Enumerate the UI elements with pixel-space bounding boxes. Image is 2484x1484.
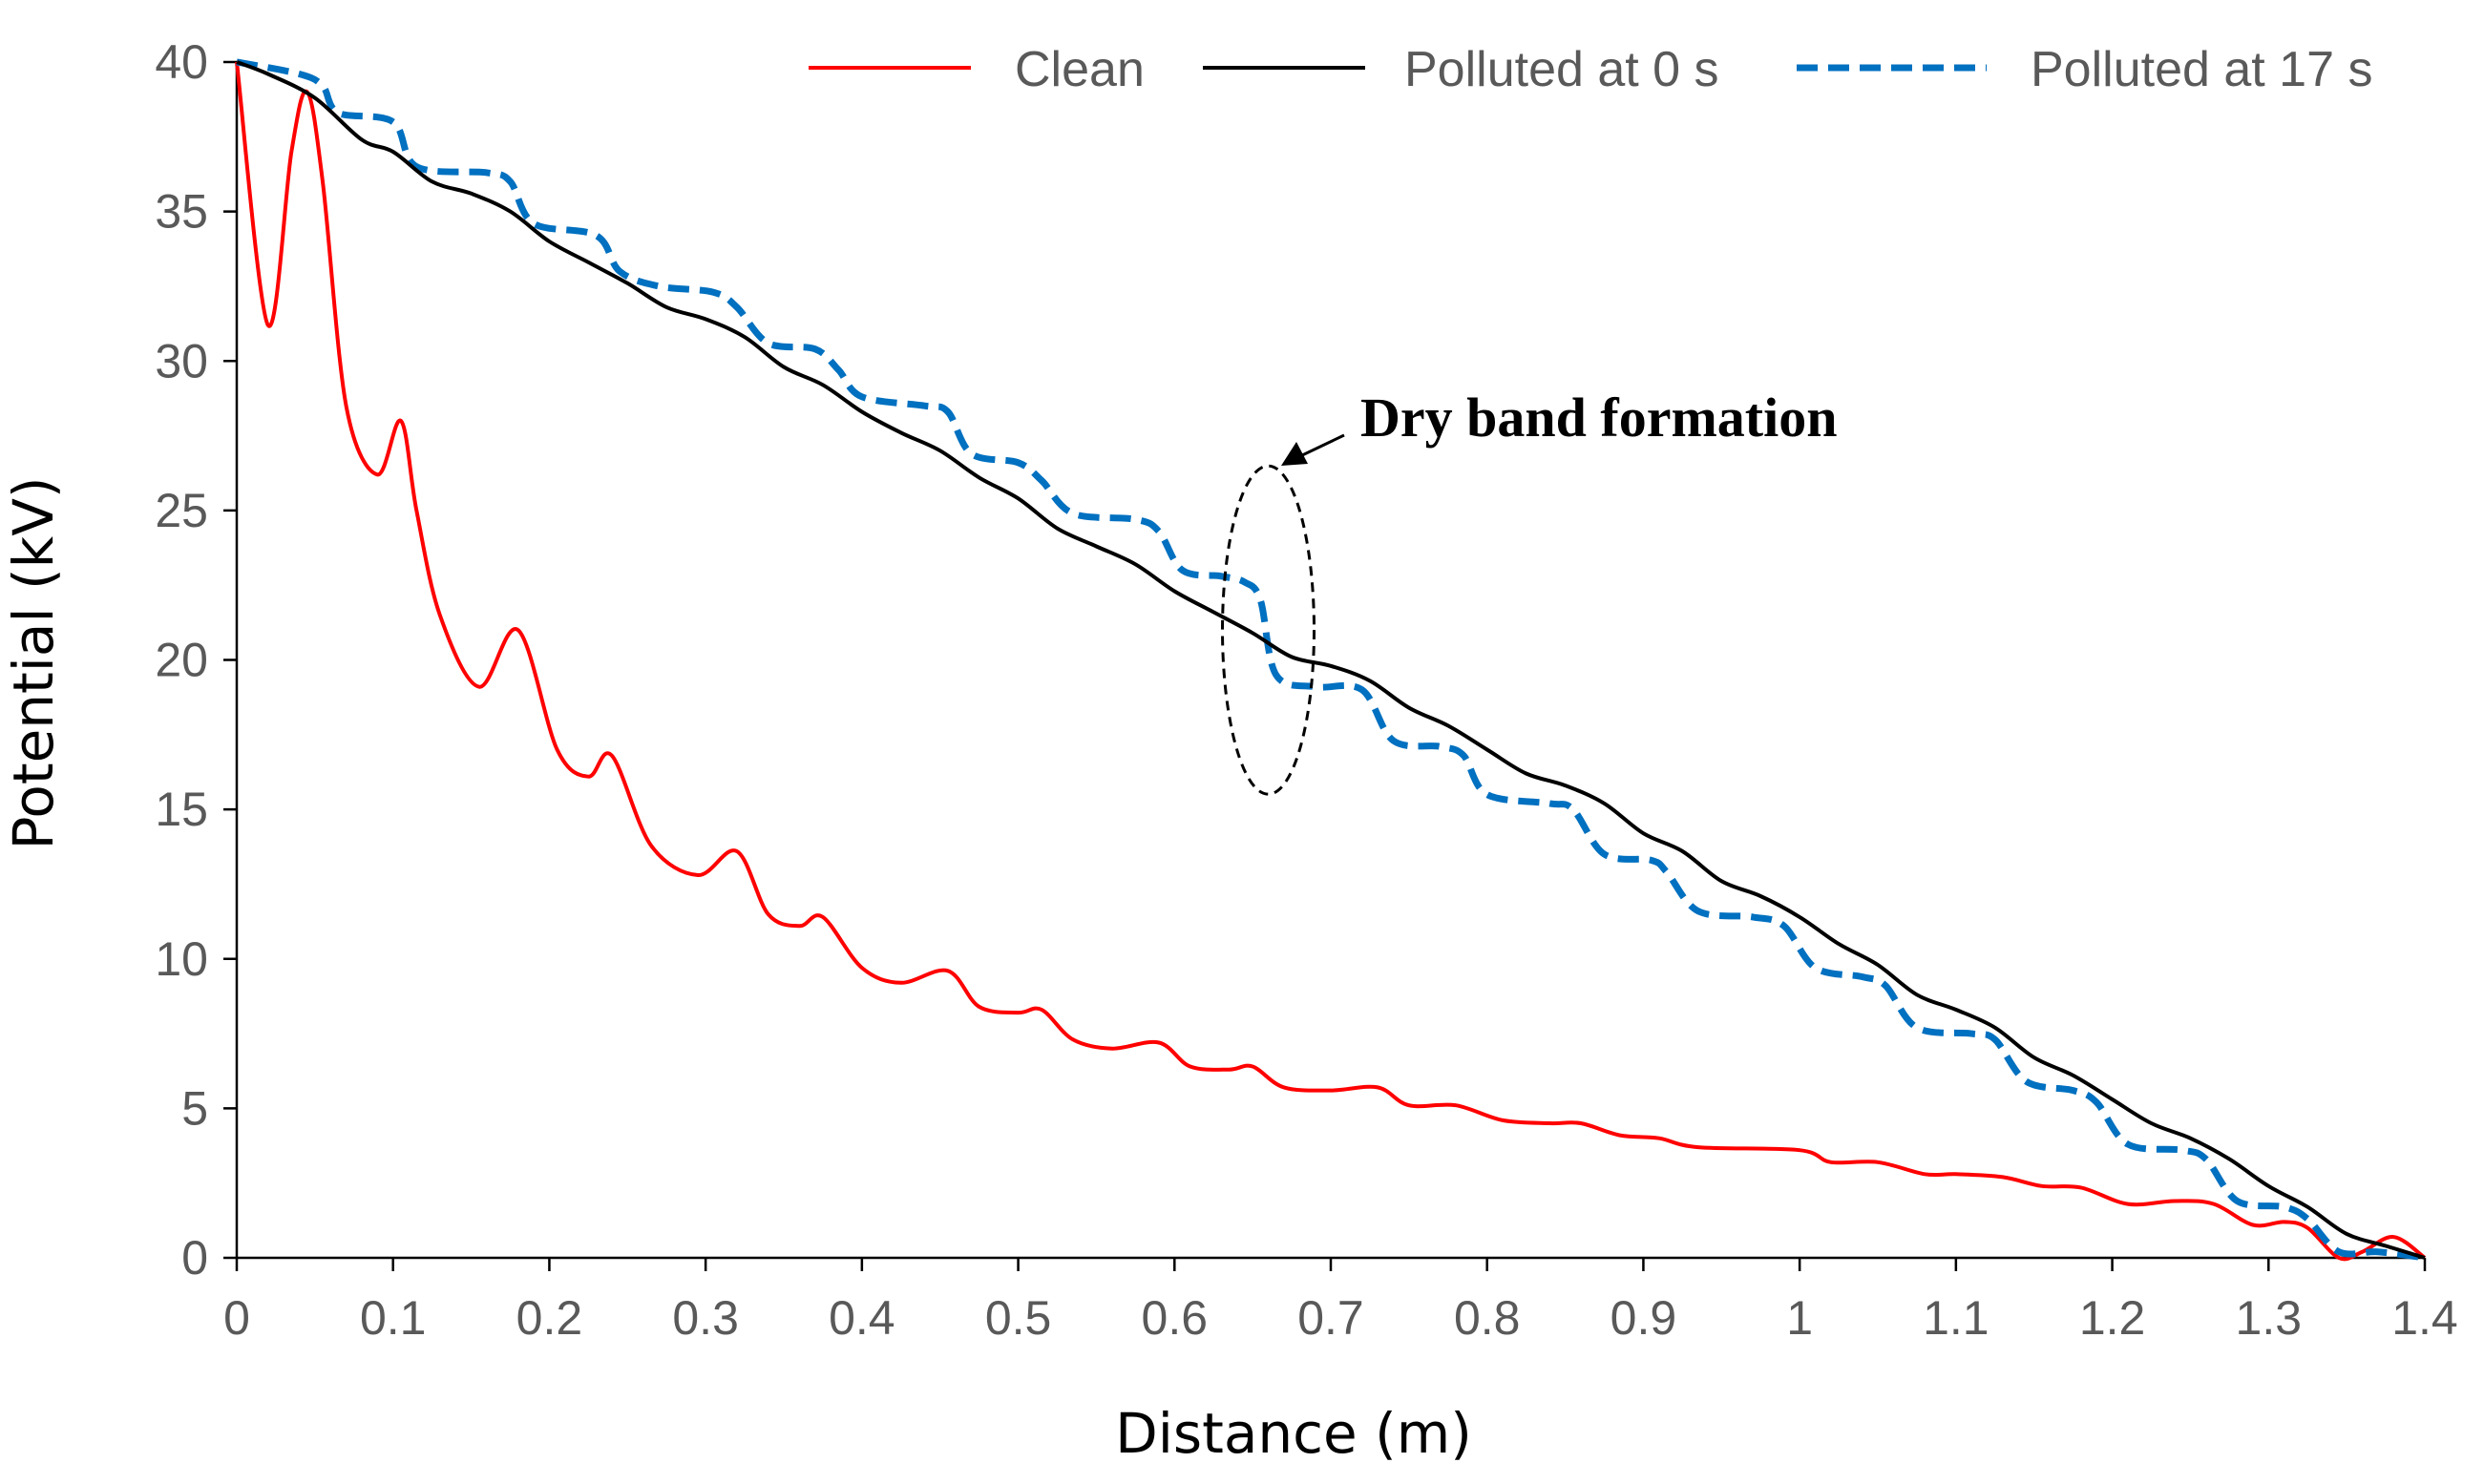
x-tick-label: 0.7 <box>1297 1291 1364 1345</box>
x-tick-label: 1.3 <box>2236 1291 2303 1345</box>
x-tick-label: 0.9 <box>1610 1291 1677 1345</box>
x-tick-label: 0.2 <box>516 1291 583 1345</box>
series-line-clean <box>235 61 2427 1262</box>
x-tick-label: 0.1 <box>360 1291 427 1345</box>
annotation-arrow-head <box>1281 442 1308 466</box>
series-line-polluted-at-0-s <box>236 60 2426 1260</box>
axes: 0 5 10 15 20 25 30 35 40 0 0.1 0.2 0.3 0.4 0.5 0.6 0.7 0.… <box>155 35 2457 1345</box>
series-lines <box>235 58 2427 1262</box>
x-tick-label: 1 <box>1786 1291 1813 1345</box>
x-tick-label: 1.1 <box>1923 1291 1989 1345</box>
x-tick-label: 0.4 <box>829 1291 895 1345</box>
y-tick-label: 15 <box>155 783 208 836</box>
annotation-label: Dry band formation <box>1360 387 1837 449</box>
y-tick-label: 5 <box>181 1081 208 1135</box>
y-tick-label: 35 <box>155 185 208 239</box>
series-line-polluted-at-17-s <box>236 58 2426 1262</box>
y-tick-label: 20 <box>155 634 208 687</box>
x-tick-label: 1.4 <box>2391 1291 2458 1345</box>
legend: Clean Polluted at 0 s Polluted at 17 s <box>809 42 2372 97</box>
legend-label: Polluted at 0 s <box>1404 42 1719 97</box>
x-tick-label: 0.3 <box>672 1291 739 1345</box>
y-axis-title: Potential (kV) <box>1 476 66 849</box>
x-tick-label: 1.2 <box>2079 1291 2146 1345</box>
legend-label: Clean <box>1015 42 1145 97</box>
x-tick-label: 0 <box>223 1291 250 1345</box>
y-tick-label: 25 <box>155 484 208 537</box>
x-axis-title: Distance (m) <box>1115 1401 1472 1466</box>
y-tick-label: 40 <box>155 35 208 89</box>
dry-band-ellipse <box>1221 464 1316 796</box>
annotation-arrow-line <box>1299 433 1345 458</box>
y-tick-label: 10 <box>155 932 208 986</box>
annotation: Dry band formation <box>1221 387 1837 796</box>
x-tick-label: 0.5 <box>985 1291 1052 1345</box>
x-tick-label: 0.6 <box>1142 1291 1209 1345</box>
x-tick-label: 0.8 <box>1454 1291 1521 1345</box>
legend-label: Polluted at 17 s <box>2031 42 2372 97</box>
y-tick-label: 30 <box>155 334 208 387</box>
y-tick-label: 0 <box>181 1231 208 1285</box>
